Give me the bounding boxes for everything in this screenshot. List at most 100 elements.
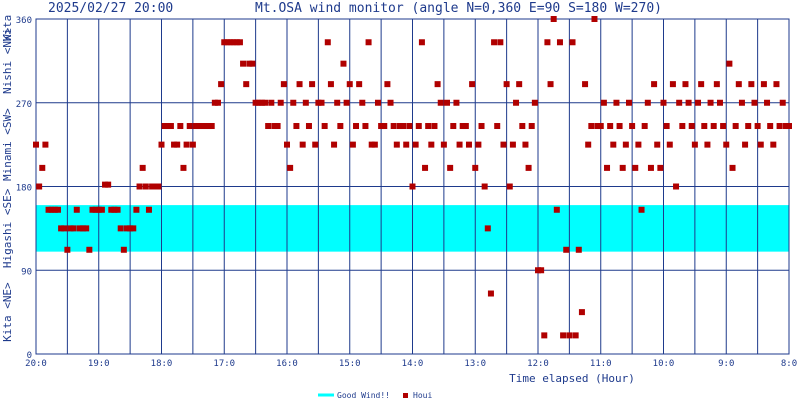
data-point xyxy=(142,183,149,190)
data-point xyxy=(58,225,65,232)
data-point xyxy=(594,123,601,130)
data-point xyxy=(563,246,570,253)
data-point xyxy=(669,81,676,88)
data-point xyxy=(349,141,356,148)
data-point xyxy=(779,99,786,106)
chart-title: Mt.OSA wind monitor (angle N=0,360 E=90 … xyxy=(255,1,662,16)
data-point xyxy=(541,332,548,339)
data-point xyxy=(450,123,457,130)
data-point xyxy=(613,99,620,106)
data-point xyxy=(211,99,218,106)
data-point xyxy=(111,206,118,213)
data-point xyxy=(164,123,171,130)
data-point xyxy=(70,225,77,232)
data-point xyxy=(67,225,74,232)
data-point xyxy=(735,81,742,88)
data-point xyxy=(224,39,231,46)
data-point xyxy=(751,99,758,106)
data-point xyxy=(246,60,253,67)
data-point xyxy=(412,141,419,148)
data-point xyxy=(287,164,294,171)
x-tick-label: 11:0 xyxy=(590,359,612,369)
data-point xyxy=(682,81,689,88)
data-point xyxy=(258,99,265,106)
data-point xyxy=(754,123,761,130)
data-point xyxy=(233,39,240,46)
y-tick-label: 360 xyxy=(16,16,32,26)
data-point xyxy=(497,39,504,46)
data-point xyxy=(491,39,498,46)
data-point xyxy=(500,141,507,148)
data-point xyxy=(723,141,730,148)
data-point xyxy=(243,81,250,88)
data-point xyxy=(566,332,573,339)
data-point xyxy=(262,99,269,106)
data-point xyxy=(98,206,105,213)
data-point xyxy=(186,123,193,130)
data-point xyxy=(462,123,469,130)
data-point xyxy=(51,206,58,213)
data-point xyxy=(465,141,472,148)
data-point xyxy=(334,99,341,106)
data-point xyxy=(381,123,388,130)
y-tick-label: 270 xyxy=(16,100,32,110)
data-point xyxy=(707,99,714,106)
data-point xyxy=(54,206,61,213)
data-point xyxy=(45,206,52,213)
data-point xyxy=(387,99,394,106)
data-point xyxy=(651,81,658,88)
data-point xyxy=(478,123,485,130)
data-point xyxy=(607,123,614,130)
data-point xyxy=(726,60,733,67)
data-point xyxy=(786,123,792,130)
data-point xyxy=(371,141,378,148)
data-point xyxy=(318,99,325,106)
data-point xyxy=(782,123,789,130)
x-tick-label: 14:0 xyxy=(402,359,424,369)
data-point xyxy=(353,123,360,130)
legend-band-label: Good Wind!! xyxy=(337,391,390,400)
data-point xyxy=(701,123,708,130)
data-point xyxy=(742,141,749,148)
data-point xyxy=(105,181,112,188)
data-point xyxy=(280,81,287,88)
data-point xyxy=(403,141,410,148)
data-point xyxy=(296,81,303,88)
data-point xyxy=(691,141,698,148)
data-point xyxy=(312,141,319,148)
data-point xyxy=(578,309,585,316)
x-tick-label: 20:0 xyxy=(25,359,47,369)
data-point xyxy=(133,206,140,213)
data-point xyxy=(647,164,654,171)
data-point xyxy=(400,123,407,130)
data-point xyxy=(513,99,520,106)
data-point xyxy=(525,164,532,171)
data-point xyxy=(456,141,463,148)
side-label: Minami <SW> xyxy=(1,108,14,181)
data-point xyxy=(704,141,711,148)
data-point xyxy=(638,206,645,213)
data-point xyxy=(102,181,109,188)
data-point xyxy=(716,99,723,106)
data-point xyxy=(776,123,783,130)
side-label: Kita <NE> xyxy=(1,282,14,342)
data-point xyxy=(39,164,46,171)
data-point xyxy=(685,99,692,106)
data-point xyxy=(437,99,444,106)
y-tick-label: 90 xyxy=(21,267,32,277)
data-point xyxy=(459,123,466,130)
data-point xyxy=(484,225,491,232)
data-point xyxy=(274,123,281,130)
data-point xyxy=(327,81,334,88)
data-point xyxy=(757,141,764,148)
data-point xyxy=(695,99,702,106)
data-point xyxy=(575,246,582,253)
y-tick-label: 180 xyxy=(16,184,32,194)
x-tick-label: 18:0 xyxy=(151,359,173,369)
data-point xyxy=(597,123,604,130)
data-point xyxy=(95,206,102,213)
data-point xyxy=(447,164,454,171)
data-point xyxy=(713,81,720,88)
data-point xyxy=(145,206,152,213)
